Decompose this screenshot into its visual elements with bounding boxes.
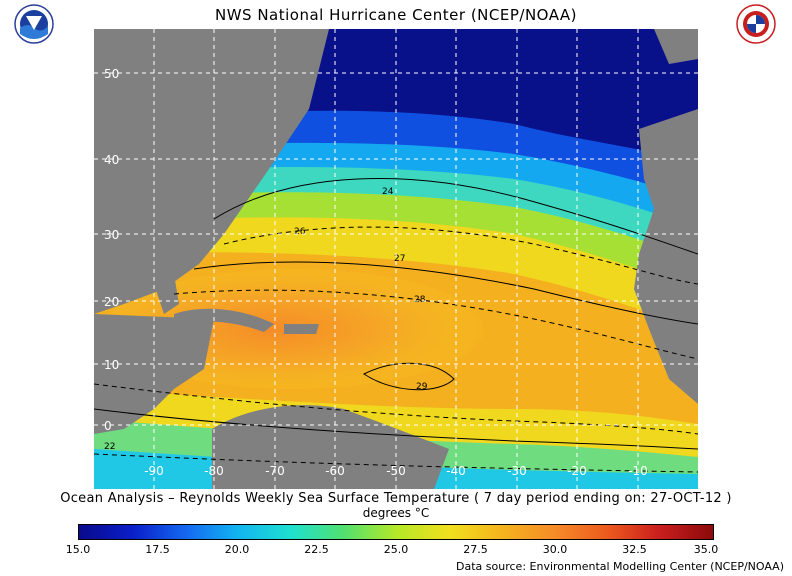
colorbar-tick-27-5: 27.5: [463, 543, 488, 556]
colorbar-tick-15: 15.0: [65, 543, 91, 556]
lat-label-30: 30: [104, 228, 119, 242]
page-title: NWS National Hurricane Center (NCEP/NOAA…: [214, 6, 577, 24]
contour-labels: 24 26 27 28 29 22: [104, 187, 428, 452]
data-source: Data source: Environmental Modelling Cen…: [456, 560, 784, 573]
contour-line-24: [213, 178, 698, 255]
contour-line-28: [173, 289, 698, 360]
latitude-labels: 50 40 30 20 10 0: [104, 67, 119, 433]
longitude-labels: -90 -80 -70 -60 -50 -40 -30 -20 -10: [144, 464, 648, 478]
lon-label--50: -50: [386, 464, 406, 478]
nws-logo-icon: [736, 4, 776, 44]
colorbar-tick-22-5: 22.5: [304, 543, 329, 556]
contour-line-south-27: [94, 383, 698, 435]
cuba-land: [174, 308, 274, 332]
lon-label--30: -30: [507, 464, 527, 478]
colorbar-tick-25: 25.0: [383, 543, 409, 556]
contour-label-26: 26: [294, 227, 306, 237]
south-america-land: [212, 405, 449, 489]
lon-label--20: -20: [567, 464, 587, 478]
map-subtitle: Ocean Analysis – Reynolds Weekly Sea Sur…: [60, 491, 732, 506]
contour-line-29: [363, 362, 455, 391]
colorbar-tick-17-5: 17.5: [145, 543, 170, 556]
contour-label-24: 24: [382, 187, 394, 197]
sst-contours: [94, 178, 698, 473]
hispaniola-land: [284, 324, 319, 334]
lon-label--40: -40: [446, 464, 466, 478]
lat-label-40: 40: [104, 153, 119, 167]
units-label: degrees °C: [362, 506, 430, 520]
contour-label-22: 22: [104, 442, 115, 452]
lat-label-10: 10: [104, 358, 119, 372]
lon-label--60: -60: [325, 464, 345, 478]
lat-label-0: 0: [104, 419, 112, 433]
lon-label--80: -80: [204, 464, 224, 478]
lon-label--70: -70: [265, 464, 285, 478]
contour-line-south-22: [94, 453, 698, 473]
north-america-land: [94, 29, 329, 314]
europe-north-land: [654, 29, 698, 64]
contour-label-28: 28: [414, 295, 426, 305]
land-masses: [94, 29, 698, 489]
noaa-logo-icon: [14, 4, 54, 44]
colorbar-tick-20: 20.0: [224, 543, 250, 556]
florida-land: [154, 274, 179, 314]
contour-line-27: [193, 261, 698, 325]
africa-europe-land: [634, 109, 698, 404]
lat-label-20: 20: [104, 295, 119, 309]
contour-label-27: 27: [394, 254, 405, 264]
colorbar-tick-35: 35.0: [693, 543, 719, 556]
sst-map: 24 26 27 28 29 22 50 40 30 20 10 0 -90 -…: [94, 29, 698, 489]
colorbar-tick-32-5: 32.5: [622, 543, 647, 556]
lon-label--90: -90: [144, 464, 164, 478]
contour-line-south-26: [94, 408, 698, 450]
colorbar: [78, 524, 714, 540]
lon-label--10: -10: [628, 464, 648, 478]
lat-label-50: 50: [104, 67, 119, 81]
colorbar-tick-30: 30.0: [542, 543, 568, 556]
contour-label-29: 29: [416, 382, 428, 392]
